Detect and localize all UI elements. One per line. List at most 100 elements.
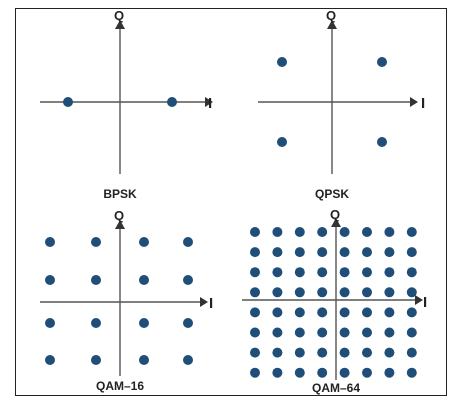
qam16-point	[183, 275, 193, 285]
qpsk-title: QPSK	[315, 187, 349, 201]
qam16-point	[139, 318, 149, 328]
panel-bpsk: I Q BPSK	[40, 8, 213, 201]
qam64-point	[317, 367, 328, 378]
qam16-point	[183, 355, 193, 365]
qam16-i-arrow	[200, 297, 208, 307]
bpsk-point	[63, 97, 73, 107]
qpsk-point	[277, 137, 287, 147]
qam64-point	[272, 327, 283, 338]
qam64-point	[250, 347, 260, 358]
qam64-point	[362, 287, 372, 298]
qam64-point	[339, 307, 350, 318]
qpsk-q-arrow	[327, 20, 337, 29]
qam64-point	[317, 327, 328, 338]
qam64-point	[406, 287, 417, 298]
qam64-point	[317, 347, 328, 358]
qpsk-point	[377, 137, 387, 147]
qam16-point	[91, 318, 101, 328]
qam64-point	[317, 247, 328, 258]
qam64-point	[317, 227, 328, 237]
qam64-point	[272, 367, 283, 378]
qam64-point	[362, 247, 372, 258]
qam16-point	[45, 275, 55, 285]
qam64-point	[339, 287, 350, 298]
panel-qam64: I Q QAM–64	[242, 207, 427, 395]
qam64-point	[250, 367, 260, 378]
qam16-point	[45, 355, 55, 365]
bpsk-q-arrow	[115, 20, 125, 29]
qam64-point	[294, 307, 305, 318]
qpsk-points	[277, 57, 387, 147]
qam64-point	[406, 307, 417, 318]
panel-qpsk: I Q QPSK	[258, 8, 425, 201]
qam64-point	[362, 367, 372, 378]
qam64-point	[406, 327, 417, 338]
qam64-point	[384, 307, 395, 318]
qam64-points	[250, 227, 417, 378]
qam64-point	[406, 227, 417, 237]
qam64-point	[406, 347, 417, 358]
bpsk-q-label: Q	[114, 8, 124, 23]
qam64-point	[362, 307, 372, 318]
qam64-point	[362, 347, 372, 358]
qam64-point	[250, 307, 260, 318]
qam16-point	[183, 237, 193, 247]
qam64-point	[294, 287, 305, 298]
qam64-point	[272, 267, 283, 278]
qam64-point	[406, 247, 417, 258]
qam64-title: QAM–64	[312, 381, 360, 395]
qam64-point	[339, 267, 350, 278]
qam64-point	[317, 307, 328, 318]
qam64-point	[294, 227, 305, 237]
qam64-point	[272, 287, 283, 298]
bpsk-point	[167, 97, 177, 107]
bpsk-i-arrow	[205, 97, 213, 107]
qpsk-point	[277, 57, 287, 67]
bpsk-points	[63, 97, 177, 107]
qpsk-i-label: I	[421, 95, 425, 112]
qam16-point	[139, 237, 149, 247]
panel-qam16: I Q QAM–16	[40, 208, 213, 393]
qam64-point	[384, 267, 395, 278]
qam64-q-label: Q	[330, 207, 340, 222]
qpsk-point	[377, 57, 387, 67]
qam16-title: QAM–16	[96, 379, 144, 393]
qam64-point	[384, 367, 395, 378]
bpsk-title: BPSK	[103, 187, 137, 201]
qam64-point	[294, 347, 305, 358]
qam64-point	[384, 327, 395, 338]
qam64-point	[272, 347, 283, 358]
qam64-i-label: I	[423, 294, 427, 311]
qam64-point	[384, 347, 395, 358]
qam64-point	[317, 267, 328, 278]
qam16-point	[91, 355, 101, 365]
qam64-point	[272, 227, 283, 237]
qam64-point	[339, 247, 350, 258]
qam16-point	[45, 318, 55, 328]
qpsk-i-arrow	[410, 97, 418, 107]
qam16-q-arrow	[115, 220, 125, 229]
qam64-point	[406, 267, 417, 278]
qam64-point	[294, 327, 305, 338]
qam16-i-label: I	[209, 295, 213, 312]
qam64-point	[362, 267, 372, 278]
qam64-point	[294, 367, 305, 378]
qam64-point	[339, 367, 350, 378]
qam16-point	[45, 237, 55, 247]
qam64-point	[250, 227, 260, 237]
qam16-q-label: Q	[114, 208, 124, 223]
qam16-point	[183, 318, 193, 328]
qam64-point	[339, 327, 350, 338]
qpsk-q-label: Q	[326, 8, 336, 23]
qam16-points	[45, 237, 193, 365]
qam64-point	[317, 287, 328, 298]
qam64-point	[384, 287, 395, 298]
qam16-point	[139, 355, 149, 365]
qam16-point	[139, 275, 149, 285]
qam64-point	[250, 267, 260, 278]
qam64-q-arrow	[331, 218, 341, 227]
qam64-point	[339, 347, 350, 358]
qam64-point	[384, 227, 395, 237]
qam64-point	[272, 307, 283, 318]
qam64-point	[362, 327, 372, 338]
